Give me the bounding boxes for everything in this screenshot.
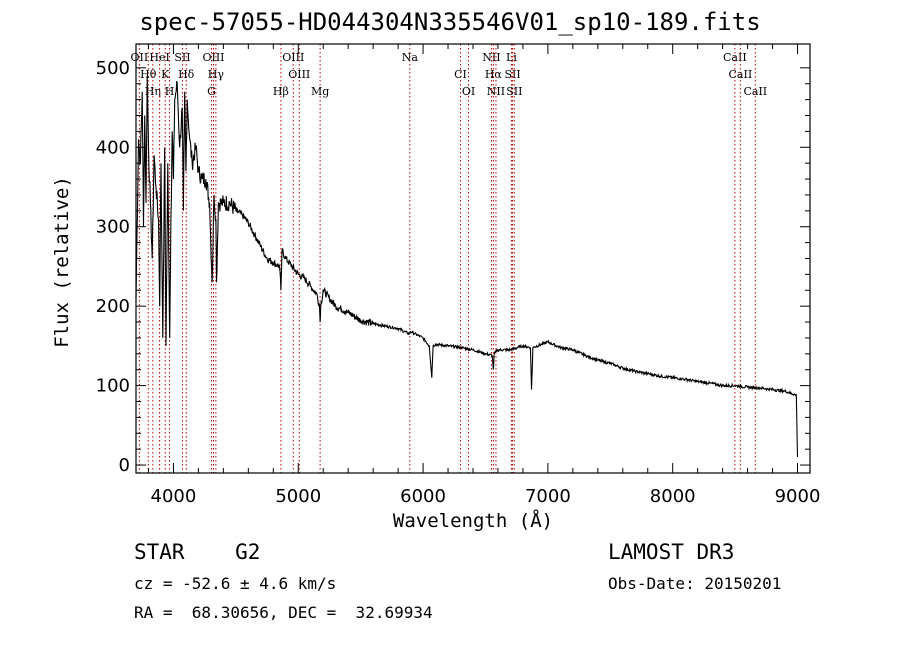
coordinates: RA = 68.30656, DEC = 32.69934 bbox=[134, 603, 433, 622]
x-tick-label-0: 4000 bbox=[151, 486, 197, 507]
id-line-label-9: OIII bbox=[202, 51, 224, 64]
object-class: STAR G2 bbox=[134, 540, 261, 564]
x-tick-label-4: 8000 bbox=[650, 486, 696, 507]
id-line-label-11: Hβ bbox=[273, 85, 289, 98]
id-line-label-13: OIII bbox=[288, 68, 310, 81]
id-line-label-1: Hθ bbox=[140, 68, 157, 81]
id-line-label-14: Mg bbox=[311, 85, 329, 98]
id-line-label-12: OIII bbox=[282, 51, 304, 64]
id-line-label-24: CaII bbox=[723, 51, 747, 64]
chart-title: spec-57055-HD044304N335546V01_sp10-189.f… bbox=[139, 8, 761, 36]
plot-frame bbox=[135, 43, 811, 474]
id-line-label-21: Li bbox=[506, 51, 517, 64]
y-tick-label-0: 0 bbox=[119, 455, 130, 476]
id-line-label-19: Hα bbox=[485, 68, 503, 81]
observation-date: Obs-Date: 20150201 bbox=[608, 574, 782, 593]
id-line-label-17: OI bbox=[462, 85, 475, 98]
id-line-label-18: NII bbox=[482, 51, 500, 64]
id-line-label-16: CI bbox=[454, 68, 467, 81]
id-line-label-7: Hδ bbox=[178, 68, 195, 81]
id-line-label-2: Hη bbox=[145, 85, 161, 98]
id-line-label-23: SII bbox=[506, 85, 522, 98]
survey-name: LAMOST DR3 bbox=[608, 540, 735, 564]
y-tick-label-1: 100 bbox=[96, 376, 130, 397]
y-tick-label-3: 300 bbox=[96, 217, 130, 238]
x-tick-label-5: 9000 bbox=[775, 486, 821, 507]
id-line-label-15: Na bbox=[402, 51, 419, 64]
y-tick-label-5: 500 bbox=[96, 58, 130, 79]
id-line-label-6: SII bbox=[174, 51, 190, 64]
x-tick-label-2: 6000 bbox=[400, 486, 446, 507]
x-tick-label-1: 5000 bbox=[275, 486, 321, 507]
id-line-label-8: G bbox=[207, 85, 216, 98]
id-line-label-20: NII bbox=[487, 85, 505, 98]
y-tick-label-2: 200 bbox=[96, 296, 130, 317]
id-line-label-3: HeI bbox=[149, 51, 169, 64]
id-line-label-22: SII bbox=[504, 68, 520, 81]
id-line-label-26: CaII bbox=[743, 85, 767, 98]
id-line-label-4: K bbox=[161, 68, 170, 81]
spectrum-line bbox=[135, 75, 799, 458]
id-line-label-25: CaII bbox=[729, 68, 753, 81]
x-tick-label-3: 7000 bbox=[525, 486, 571, 507]
id-line-label-5: H bbox=[165, 85, 175, 98]
x-axis-label: Wavelength (Å) bbox=[392, 510, 554, 532]
y-tick-label-4: 400 bbox=[96, 137, 130, 158]
id-line-label-0: OII bbox=[131, 51, 149, 64]
redshift-velocity: cz = -52.6 ± 4.6 km/s bbox=[134, 574, 337, 593]
id-line-label-10: Hγ bbox=[208, 68, 225, 81]
